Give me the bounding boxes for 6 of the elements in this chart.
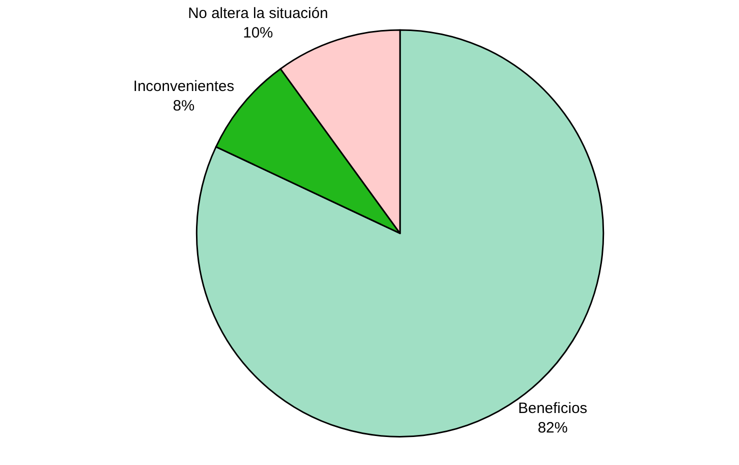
data-label: 8% [172,98,195,115]
data-label: 10% [242,24,274,42]
slice-label: Beneficios [518,400,588,417]
data-label: 82% [538,419,568,436]
slice-label: No altera la situación [188,5,328,22]
slice-label: Inconvenientes [133,78,234,96]
